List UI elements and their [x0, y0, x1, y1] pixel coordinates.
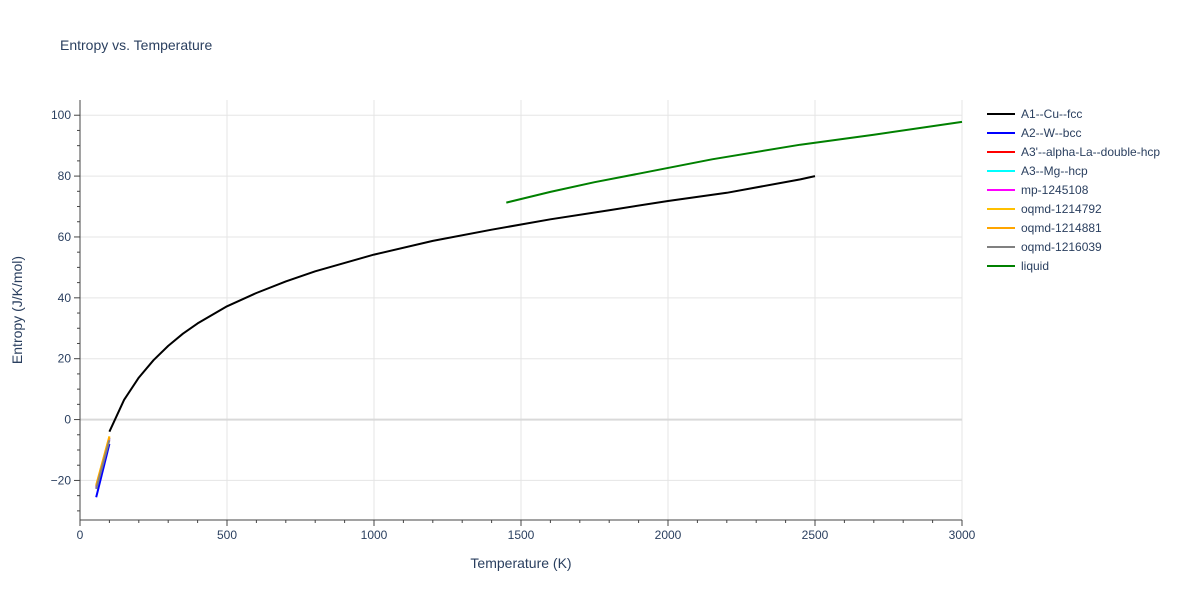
- x-tick-label: 500: [217, 528, 237, 542]
- axes: 0 500 1000 1500 2000 2500 3000 −20 0 20 40 60 80 100: [51, 100, 976, 542]
- x-tick-label: 3000: [949, 528, 976, 542]
- chart-title: Entropy vs. Temperature: [60, 37, 212, 53]
- plot-area: [95, 120, 963, 498]
- x-tick-label: 2000: [655, 528, 682, 542]
- y-tick-label: 20: [58, 352, 72, 366]
- y-tick-label: 100: [51, 108, 71, 122]
- y-tick-label: 60: [58, 230, 72, 244]
- x-axis-title: Temperature (K): [470, 555, 571, 571]
- x-tick-label: 0: [77, 528, 84, 542]
- series-line-oqmd-1216039: [95, 440, 111, 490]
- legend-label: A3'--alpha-La--double-hcp: [1021, 145, 1160, 159]
- legend-label: liquid: [1021, 259, 1049, 273]
- legend-label: oqmd-1214881: [1021, 221, 1102, 235]
- series-line-liquid: [506, 120, 963, 204]
- legend: A1--Cu--fcc A2--W--bcc A3'--alpha-La--doub…: [987, 107, 1160, 273]
- legend-label: oqmd-1214792: [1021, 202, 1102, 216]
- legend-label: A2--W--bcc: [1021, 126, 1081, 140]
- y-axis-title: Entropy (J/K/mol): [9, 256, 25, 364]
- legend-label: A3--Mg--hcp: [1021, 164, 1088, 178]
- x-tick-label: 1500: [508, 528, 535, 542]
- y-tick-label: 80: [58, 169, 72, 183]
- y-tick-label: 40: [58, 291, 72, 305]
- legend-label: oqmd-1216039: [1021, 240, 1102, 254]
- series-line-a2-w-bcc: [95, 443, 111, 498]
- grid: [80, 100, 963, 520]
- legend-label: A1--Cu--fcc: [1021, 107, 1082, 121]
- y-tick-label: 0: [64, 413, 71, 427]
- x-tick-label: 2500: [802, 528, 829, 542]
- legend-label: mp-1245108: [1021, 183, 1089, 197]
- y-tick-label: −20: [51, 473, 72, 487]
- x-tick-label: 1000: [361, 528, 388, 542]
- series-line-a1-cu-fcc: [108, 175, 816, 433]
